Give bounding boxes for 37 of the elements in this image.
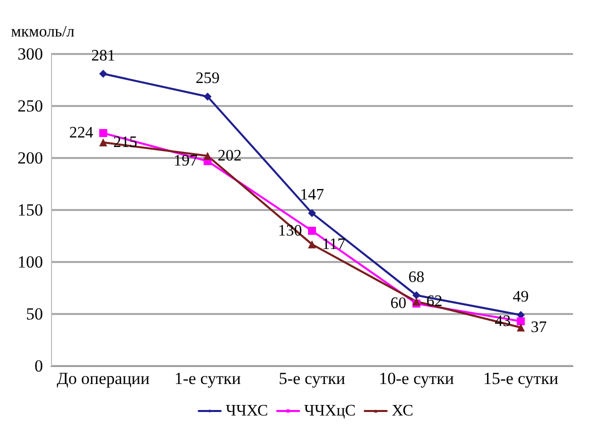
data-label: 147 <box>300 186 324 204</box>
data-label: 259 <box>196 70 220 88</box>
data-label: 197 <box>174 152 198 170</box>
data-label: 202 <box>218 147 242 164</box>
legend-label: ЧЧХцС <box>304 402 356 420</box>
point <box>99 129 108 138</box>
data-label: 49 <box>512 288 529 306</box>
x-tick-label: 15-е сутки <box>483 369 558 388</box>
point <box>204 152 212 160</box>
y-tick-label: 0 <box>34 356 43 376</box>
y-tick-label: 100 <box>18 252 43 272</box>
data-label: 60 <box>390 295 406 312</box>
legend-label: ЧЧХС <box>226 402 268 420</box>
point <box>99 138 108 146</box>
y-tick-label: 150 <box>18 200 43 220</box>
data-label: 224 <box>69 124 94 142</box>
point <box>204 92 212 101</box>
y-tick-label: 50 <box>26 304 43 324</box>
point <box>308 240 316 248</box>
x-tick-label: 1-е сутки <box>174 369 241 388</box>
data-label: 68 <box>408 268 424 286</box>
x-tick-label: 10-е сутки <box>378 369 454 388</box>
point <box>412 291 420 300</box>
data-label: 37 <box>530 319 547 336</box>
point <box>516 324 525 332</box>
x-tick-label: До операции <box>56 369 150 388</box>
point <box>308 226 316 235</box>
point <box>516 317 525 326</box>
data-label: 281 <box>91 47 116 64</box>
y-tick-label: 300 <box>18 44 43 64</box>
point <box>99 70 108 78</box>
x-tick-label: 5-е сутки <box>278 369 346 388</box>
y-axis-title: мкмоль/л <box>11 24 75 40</box>
legend-label: ХС <box>392 402 414 420</box>
y-tick-label: 200 <box>18 148 43 168</box>
point <box>308 209 316 218</box>
y-tick-label: 250 <box>18 96 43 116</box>
